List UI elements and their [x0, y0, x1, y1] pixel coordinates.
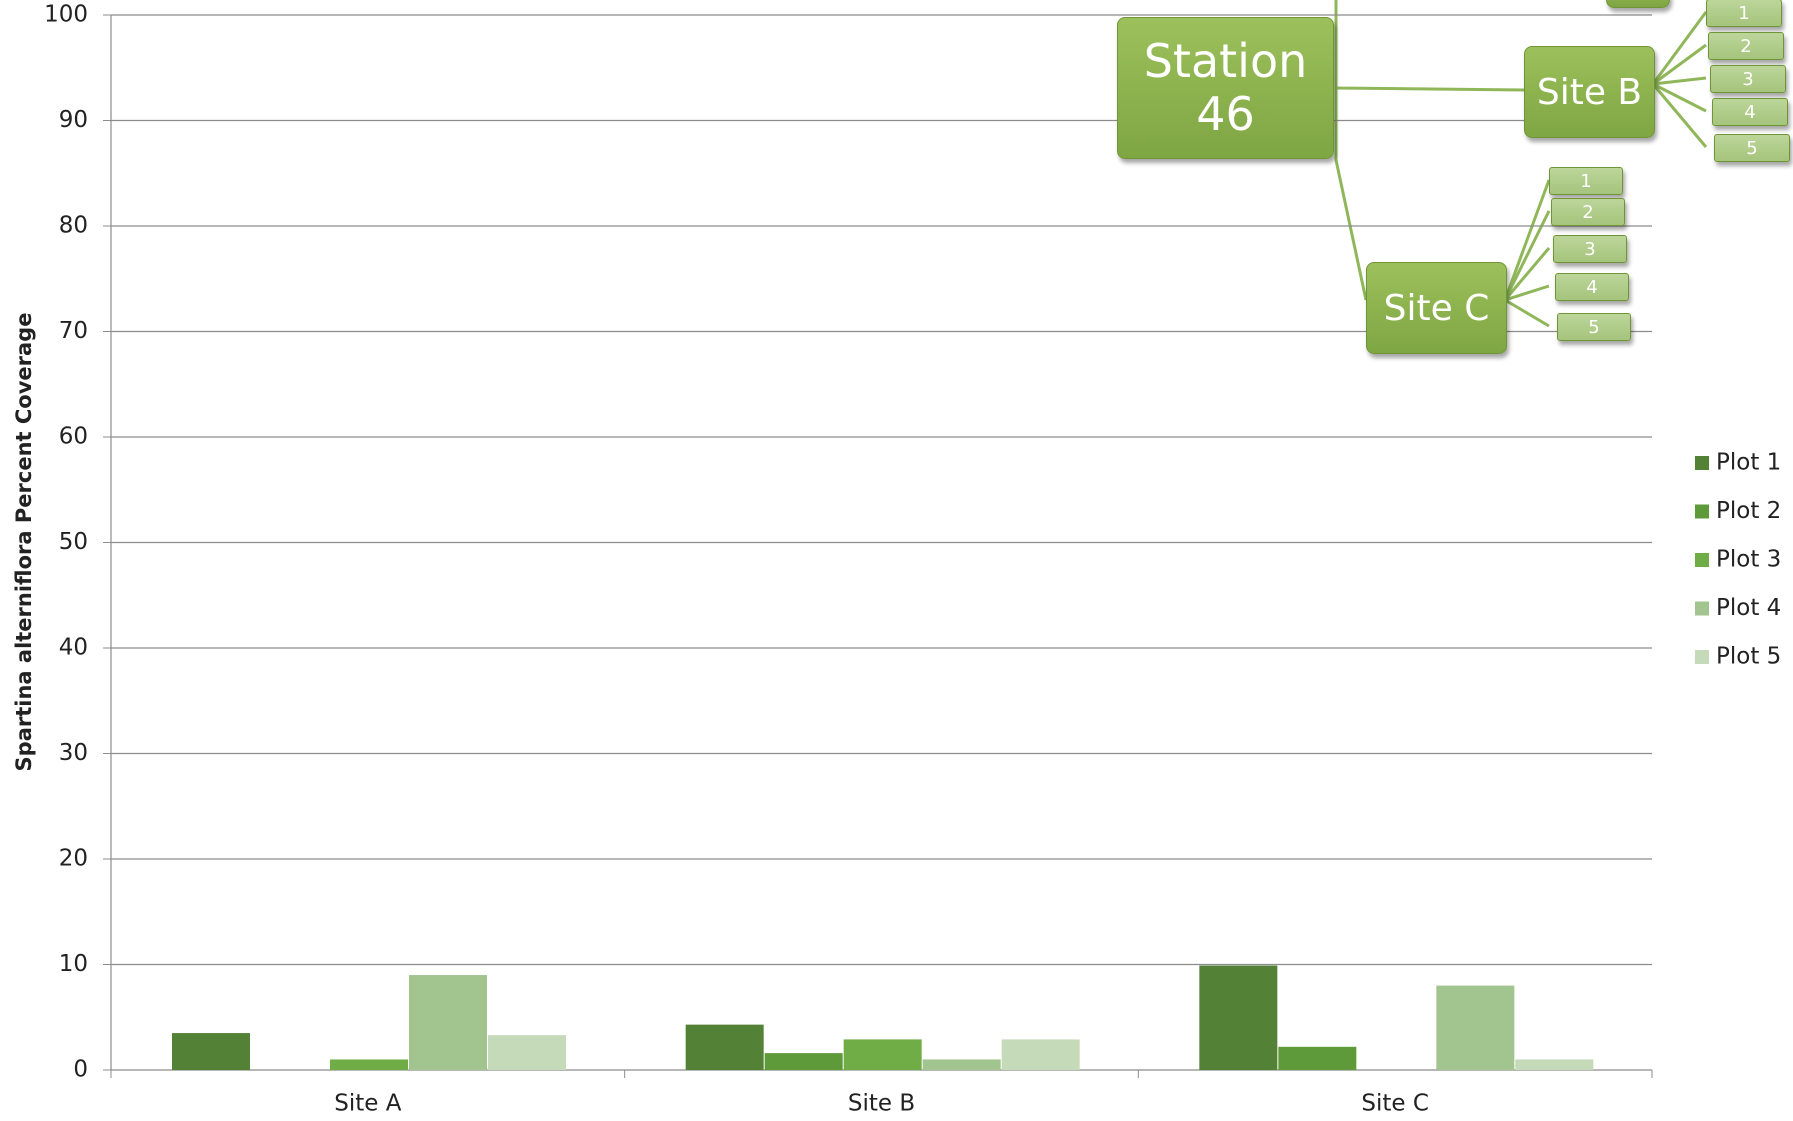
y-tick-label: 40 — [59, 635, 88, 661]
legend-swatch — [1695, 553, 1709, 567]
bar — [1001, 1039, 1080, 1070]
plot-node: 4 — [1555, 273, 1629, 301]
connector — [1651, 83, 1708, 148]
y-tick-label: 0 — [73, 1057, 88, 1083]
connector — [1652, 43, 1707, 86]
connector — [1504, 298, 1550, 328]
plot-node: 1 — [1549, 167, 1623, 195]
diagram-connectors — [1334, 0, 1708, 328]
legend-swatch — [1695, 456, 1709, 470]
bar — [1278, 1046, 1357, 1070]
x-tick-label: Site C — [1361, 1091, 1429, 1117]
bar — [922, 1059, 1001, 1070]
bar — [1515, 1059, 1594, 1070]
bar — [685, 1024, 764, 1070]
bar — [1199, 965, 1278, 1070]
legend-label: Plot 4 — [1716, 595, 1781, 621]
legend-label: Plot 5 — [1716, 644, 1781, 670]
diagram-node: Site C — [1366, 262, 1507, 354]
legend-label: Plot 1 — [1716, 450, 1781, 476]
bar — [409, 975, 487, 1070]
y-tick-label: 100 — [44, 2, 88, 28]
plot-node: 2 — [1708, 32, 1784, 60]
y-tick-label: 50 — [59, 529, 88, 555]
diagram-node: Station 46 — [1117, 17, 1334, 159]
plot-node: 1 — [1706, 0, 1782, 27]
plot-node: 5 — [1714, 134, 1790, 162]
y-tick-label: 90 — [59, 107, 88, 133]
bar — [488, 1035, 566, 1070]
plot-node: 3 — [1553, 235, 1627, 263]
y-tick-label: 10 — [59, 951, 88, 977]
plot-node: 2 — [1551, 198, 1625, 226]
connector — [1334, 88, 1368, 301]
connector — [1651, 11, 1708, 85]
y-tick-label: 20 — [59, 846, 88, 872]
legend-label: Plot 2 — [1716, 498, 1781, 524]
cropped-node — [1606, 0, 1670, 8]
connector — [1652, 82, 1707, 113]
connector — [1334, 0, 1525, 92]
diagram-node: Site B — [1524, 46, 1655, 138]
y-axis-label: Spartina alterniflora Percent Coverage — [12, 313, 36, 772]
connector — [1504, 284, 1550, 302]
bar — [843, 1039, 922, 1070]
y-tick-label: 80 — [59, 213, 88, 239]
connector — [1503, 247, 1551, 301]
bar — [172, 1033, 250, 1070]
x-tick-label: Site B — [848, 1091, 915, 1117]
connector — [1503, 179, 1551, 301]
plot-node: 5 — [1557, 313, 1631, 341]
legend-label: Plot 3 — [1716, 547, 1781, 573]
bar — [330, 1059, 408, 1070]
plot-node: 4 — [1712, 98, 1788, 126]
bar — [764, 1053, 843, 1070]
connector — [1652, 76, 1707, 86]
legend-swatch — [1695, 601, 1709, 616]
x-tick-label: Site A — [334, 1091, 401, 1117]
y-tick-label: 60 — [59, 424, 88, 450]
legend-swatch — [1695, 504, 1709, 519]
bar — [1436, 985, 1515, 1070]
plot-node: 3 — [1710, 65, 1786, 93]
legend-swatch — [1695, 650, 1709, 664]
y-tick-label: 30 — [59, 740, 88, 766]
y-tick-label: 70 — [59, 318, 88, 344]
